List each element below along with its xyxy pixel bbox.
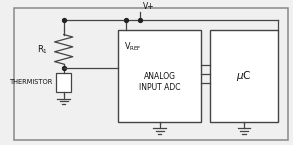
Text: $\mu$C: $\mu$C (236, 69, 252, 83)
Bar (56, 72, 71, 92)
Text: V$_{\rm REF}$: V$_{\rm REF}$ (124, 40, 142, 53)
Text: INPUT ADC: INPUT ADC (139, 83, 180, 92)
Bar (118, 30, 201, 122)
Text: R$_1$: R$_1$ (37, 43, 48, 56)
Text: THERMISTOR: THERMISTOR (10, 79, 53, 85)
Text: V+: V+ (143, 2, 155, 11)
Bar (210, 30, 278, 122)
Text: ANALOG: ANALOG (144, 71, 176, 80)
